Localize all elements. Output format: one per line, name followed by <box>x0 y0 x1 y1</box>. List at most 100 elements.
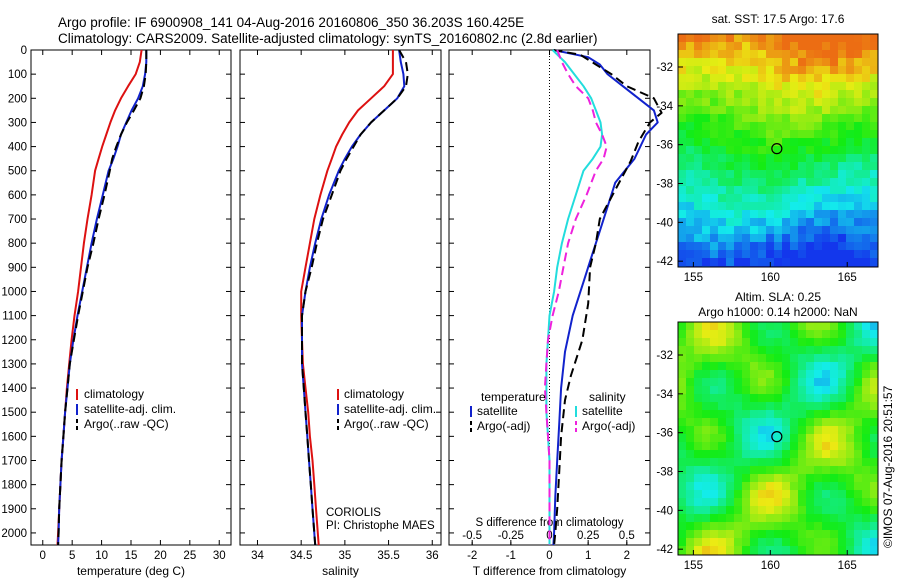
map-cell <box>678 186 687 195</box>
map-cell <box>766 234 775 243</box>
map-cell <box>734 370 743 379</box>
map-cell <box>758 466 767 475</box>
map-cell <box>806 50 815 59</box>
map-cell <box>806 98 815 107</box>
map-cell <box>798 482 807 491</box>
map-cell <box>846 538 855 547</box>
map-cell <box>814 138 823 147</box>
legend-label: Argo(..raw -QC) <box>344 417 429 431</box>
map-cell <box>678 154 687 163</box>
map-cell <box>782 162 791 171</box>
map-cell <box>686 410 695 419</box>
map-cell <box>742 482 751 491</box>
argo-float-marker <box>771 143 783 155</box>
map-cell <box>702 418 711 427</box>
map-cell <box>726 498 735 507</box>
map-cell <box>774 482 783 491</box>
map-cell <box>678 50 687 59</box>
map-cell <box>686 162 695 171</box>
map-cell <box>798 450 807 459</box>
map-cell <box>702 58 711 67</box>
map-cell <box>790 434 799 443</box>
map-cell <box>822 506 831 515</box>
map-cell <box>798 202 807 211</box>
map-cell <box>830 506 839 515</box>
map-cell <box>686 98 695 107</box>
map-cell <box>774 498 783 507</box>
map-cell <box>830 394 839 403</box>
map-cell <box>806 450 815 459</box>
map-cell <box>734 82 743 91</box>
map-cell <box>790 546 799 555</box>
map-cell <box>774 66 783 75</box>
map-cell <box>678 34 687 43</box>
salinity-panel: 34 34.5 35 35.5 36salinityclimatologysatelli… <box>239 49 442 578</box>
map-cell <box>822 90 831 99</box>
map-cell <box>798 194 807 203</box>
map-cell <box>822 546 831 555</box>
map-cell <box>702 386 711 395</box>
map-cell <box>774 362 783 371</box>
map-cell <box>710 218 719 227</box>
map-cell <box>806 130 815 139</box>
map-cell <box>742 66 751 75</box>
map-cell <box>678 98 687 107</box>
map-y-tick-label: -42 <box>656 544 673 556</box>
map-cell <box>686 202 695 211</box>
map-cell <box>734 194 743 203</box>
map-cell <box>726 122 735 131</box>
map-cell <box>726 466 735 475</box>
map-cell <box>854 106 863 115</box>
map-cell <box>782 346 791 355</box>
map-cell <box>870 338 878 347</box>
map-cell <box>846 474 855 483</box>
map-cell <box>774 146 783 155</box>
map-cell <box>806 210 815 219</box>
map-cell <box>846 194 855 203</box>
map-cell <box>822 458 831 467</box>
map-cell <box>686 218 695 227</box>
map-cell <box>814 338 823 347</box>
map-cell <box>798 394 807 403</box>
map-cell <box>766 98 775 107</box>
map-cell <box>798 106 807 115</box>
map-cell <box>710 378 719 387</box>
map-cell <box>678 250 687 259</box>
map-cell <box>774 154 783 163</box>
map-cell <box>686 250 695 259</box>
map-cell <box>734 170 743 179</box>
map-cell <box>782 434 791 443</box>
map-cell <box>678 442 687 451</box>
map-cell <box>870 322 878 331</box>
map-cell <box>678 434 687 443</box>
map-cell <box>838 154 847 163</box>
map-cell <box>838 370 847 379</box>
map-cell <box>862 170 871 179</box>
map-cell <box>742 354 751 363</box>
map-cell <box>694 458 703 467</box>
map-cell <box>758 138 767 147</box>
x-tick-label: 0 <box>40 550 46 562</box>
map-cell <box>806 90 815 99</box>
map-cell <box>782 178 791 187</box>
map-cell <box>838 498 847 507</box>
map-cell <box>766 218 775 227</box>
map-cell <box>790 338 799 347</box>
map-cell <box>750 194 759 203</box>
map-cell <box>782 410 791 419</box>
map-cell <box>838 130 847 139</box>
map-cell <box>870 218 878 227</box>
map-cell <box>718 426 727 435</box>
map-cell <box>710 58 719 67</box>
map-cell <box>838 234 847 243</box>
map-cell <box>782 378 791 387</box>
map-cell <box>710 362 719 371</box>
map-cell <box>830 138 839 147</box>
map-cell <box>814 154 823 163</box>
map-cell <box>790 522 799 531</box>
map-cell <box>814 226 823 235</box>
map-cell <box>822 226 831 235</box>
map-cell <box>862 322 871 331</box>
map-x-tick-label: 160 <box>761 272 780 284</box>
map-cell <box>846 522 855 531</box>
